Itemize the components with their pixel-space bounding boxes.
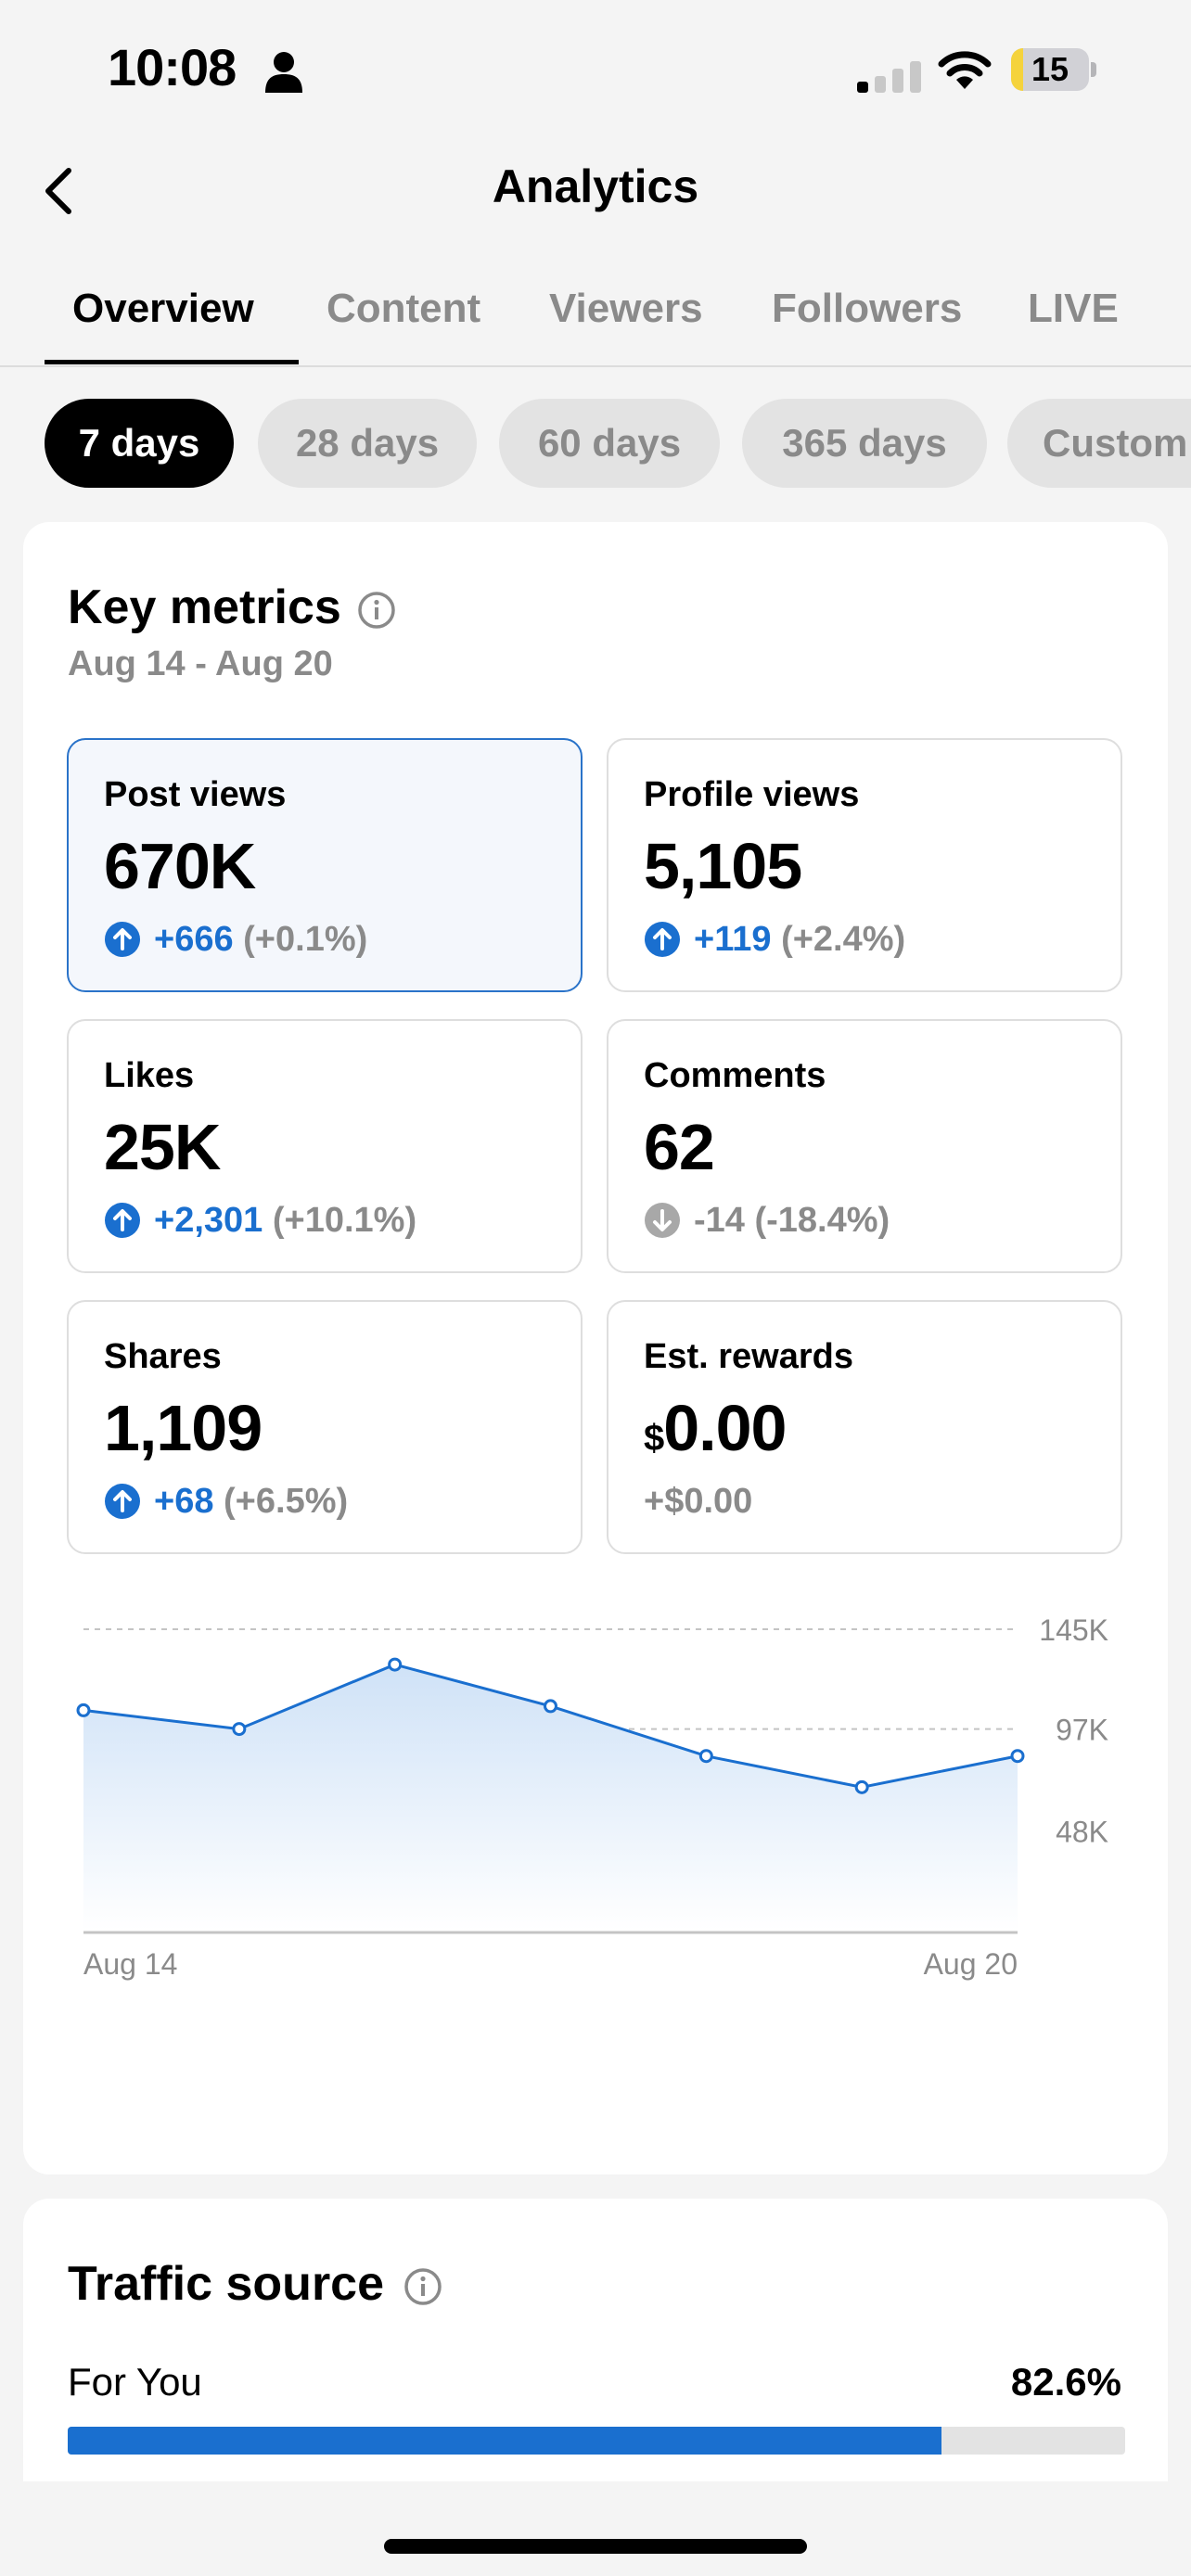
metric-percent: (+0.1%) bbox=[243, 920, 368, 959]
currency-symbol: $ bbox=[644, 1418, 664, 1459]
page-title: Analytics bbox=[492, 160, 699, 212]
chart-y-tick-label: 145K bbox=[1039, 1613, 1108, 1647]
wifi-icon bbox=[938, 51, 992, 89]
tab-live[interactable]: LIVE bbox=[1028, 286, 1119, 331]
arrow-up-circle-icon bbox=[645, 922, 680, 957]
metric-change: -14 (-18.4%) bbox=[644, 1201, 890, 1241]
metric-value: 62 bbox=[644, 1111, 715, 1183]
metric-change: +68 (+6.5%) bbox=[104, 1482, 348, 1522]
metric-delta: +119 bbox=[694, 920, 772, 959]
chart-data-point bbox=[544, 1699, 557, 1714]
range-365-days[interactable]: 365 days bbox=[742, 399, 987, 488]
tab-content[interactable]: Content bbox=[327, 286, 481, 331]
metric-label: Profile views bbox=[644, 775, 860, 814]
status-bar: 10:08 15 bbox=[0, 0, 1191, 139]
tab-viewers[interactable]: Viewers bbox=[549, 286, 703, 331]
metric-card-likes[interactable]: Likes 25K +2,301 (+10.1%) bbox=[67, 1019, 583, 1273]
key-metrics-card: Key metrics Aug 14 - Aug 20 Post views 6… bbox=[23, 522, 1168, 2174]
home-indicator[interactable] bbox=[384, 2539, 807, 2554]
tab-overview[interactable]: Overview bbox=[72, 286, 254, 331]
metric-value: 1,109 bbox=[104, 1392, 263, 1464]
post-views-chart: 48K 97K 145K Aug 14 Aug 20 bbox=[76, 1613, 1108, 1981]
metric-value: $0.00 bbox=[644, 1391, 788, 1465]
arrow-up-circle-icon bbox=[105, 922, 140, 957]
traffic-source-label: For You bbox=[68, 2360, 202, 2404]
chart-data-point bbox=[1010, 1749, 1025, 1764]
battery-indicator: 15 bbox=[1011, 48, 1096, 91]
metric-delta: +2,301 bbox=[154, 1201, 263, 1240]
metric-change: +$0.00 bbox=[644, 1482, 752, 1522]
metric-card-shares[interactable]: Shares 1,109 +68 (+6.5%) bbox=[67, 1300, 583, 1554]
tab-followers[interactable]: Followers bbox=[772, 286, 963, 331]
metric-delta: +666 bbox=[154, 920, 234, 959]
metric-amount: 0.00 bbox=[663, 1392, 787, 1464]
metric-label: Comments bbox=[644, 1056, 826, 1095]
metric-label: Est. rewards bbox=[644, 1337, 853, 1376]
chart-data-point bbox=[698, 1749, 713, 1764]
traffic-source-bar bbox=[68, 2427, 1125, 2455]
cellular-signal-icon bbox=[857, 61, 921, 93]
metric-change: +666 (+0.1%) bbox=[104, 920, 367, 960]
metric-card-post-views[interactable]: Post views 670K +666 (+0.1%) bbox=[67, 738, 583, 992]
metric-card-comments[interactable]: Comments 62 -14 (-18.4%) bbox=[607, 1019, 1122, 1273]
metric-value: 5,105 bbox=[644, 830, 802, 902]
metric-value: 670K bbox=[104, 830, 256, 902]
metric-percent: (+6.5%) bbox=[224, 1482, 349, 1521]
metric-value: 25K bbox=[104, 1111, 221, 1183]
range-7-days[interactable]: 7 days bbox=[45, 399, 234, 488]
chart-x-tick-label: Aug 20 bbox=[924, 1947, 1018, 1981]
key-metrics-title: Key metrics bbox=[68, 580, 341, 634]
traffic-source-percent: 82.6% bbox=[1010, 2360, 1121, 2404]
arrow-down-circle-icon bbox=[645, 1203, 680, 1238]
chart-data-point bbox=[232, 1722, 247, 1737]
metric-percent: (+2.4%) bbox=[781, 920, 906, 959]
metric-label: Shares bbox=[104, 1337, 222, 1376]
metric-percent: (-18.4%) bbox=[754, 1201, 890, 1240]
back-chevron-icon[interactable] bbox=[37, 163, 82, 219]
range-custom[interactable]: Custom bbox=[1007, 399, 1191, 488]
battery-level-text: 15 bbox=[1031, 50, 1069, 88]
metric-change: +2,301 (+10.1%) bbox=[104, 1201, 416, 1241]
chart-data-point bbox=[76, 1702, 91, 1717]
chart-y-tick-label: 48K bbox=[1056, 1815, 1108, 1848]
traffic-source-card: Traffic source For You 82.6% bbox=[23, 2199, 1168, 2505]
arrow-up-circle-icon bbox=[105, 1484, 140, 1519]
traffic-source-bar-fill bbox=[68, 2427, 941, 2455]
metric-delta: +68 bbox=[154, 1482, 214, 1521]
traffic-source-title: Traffic source bbox=[68, 2257, 385, 2311]
metric-card-profile-views[interactable]: Profile views 5,105 +119 (+2.4%) bbox=[607, 738, 1122, 992]
info-icon[interactable] bbox=[357, 591, 396, 630]
chart-data-point bbox=[854, 1779, 869, 1794]
metric-change: +119 (+2.4%) bbox=[644, 920, 905, 960]
date-range-selector: 7 days 28 days 60 days 365 days Custom bbox=[0, 399, 1191, 488]
chart-x-tick-label: Aug 14 bbox=[83, 1947, 177, 1981]
analytics-tabs: Overview Content Viewers Followers LIVE bbox=[0, 278, 1191, 367]
status-time: 10:08 bbox=[108, 38, 237, 96]
bottom-safe-area bbox=[0, 2481, 1191, 2576]
metric-delta: -14 bbox=[694, 1201, 745, 1240]
info-icon[interactable] bbox=[403, 2267, 442, 2306]
metric-label: Likes bbox=[104, 1056, 195, 1095]
metric-card-est-rewards[interactable]: Est. rewards $0.00 +$0.00 bbox=[607, 1300, 1122, 1554]
arrow-up-circle-icon bbox=[105, 1203, 140, 1238]
chart-data-point bbox=[388, 1657, 403, 1672]
range-28-days[interactable]: 28 days bbox=[258, 399, 477, 488]
active-tab-indicator bbox=[45, 360, 299, 364]
metric-delta: +$0.00 bbox=[644, 1482, 753, 1521]
person-icon bbox=[265, 52, 302, 93]
chart-area-fill bbox=[83, 1664, 1018, 1931]
metric-percent: (+10.1%) bbox=[272, 1201, 417, 1240]
date-range-label: Aug 14 - Aug 20 bbox=[68, 644, 333, 683]
metric-label: Post views bbox=[104, 775, 287, 814]
chart-y-tick-label: 97K bbox=[1056, 1714, 1108, 1747]
range-60-days[interactable]: 60 days bbox=[499, 399, 720, 488]
